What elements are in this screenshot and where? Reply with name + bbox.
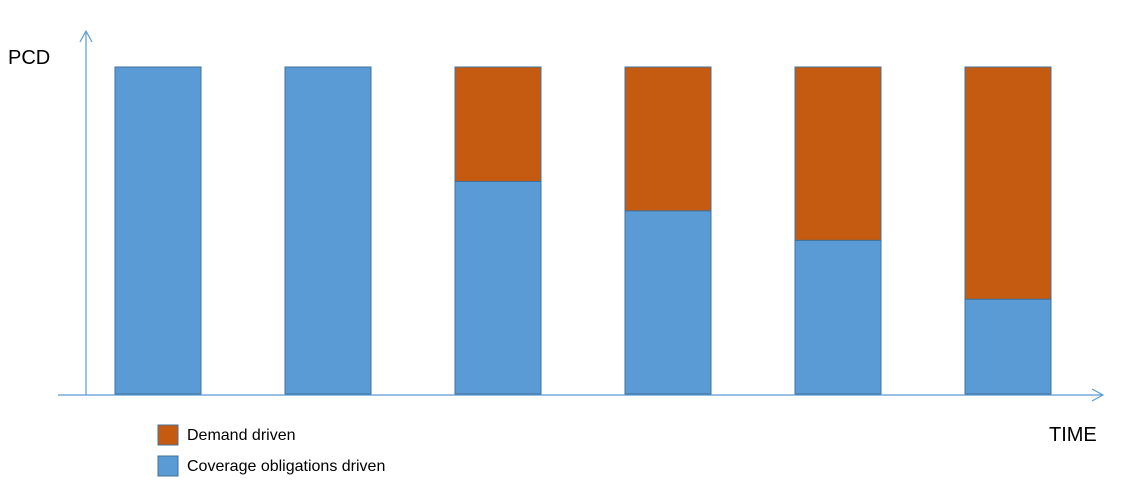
legend-label-1: Demand driven [187,427,296,444]
bars-group [114,66,1052,395]
legend-swatch-2 [157,455,179,477]
x-axis-arrowhead [1091,388,1105,402]
y-axis-arrowhead [79,29,93,43]
bar-3-coverage-segment [454,180,542,395]
y-axis-label: PCD [8,47,50,69]
x-axis-label: TIME [1049,424,1097,446]
bar-6-coverage-segment [964,298,1052,395]
bar-5-coverage-segment [794,239,882,395]
bar-2-coverage-segment [284,66,372,395]
bar-6-demand-segment [964,66,1052,300]
bar-5-demand-segment [794,66,882,241]
bar-1-coverage-segment [114,66,202,395]
bar-4-coverage-segment [624,210,712,395]
bar-4-demand-segment [624,66,712,212]
legend-swatch-1 [157,424,179,446]
legend: Demand driven Coverage obligations driven [157,424,385,477]
bar-3-demand-segment [454,66,542,182]
legend-label-2: Coverage obligations driven [187,458,385,475]
chart-axes [58,29,1105,402]
